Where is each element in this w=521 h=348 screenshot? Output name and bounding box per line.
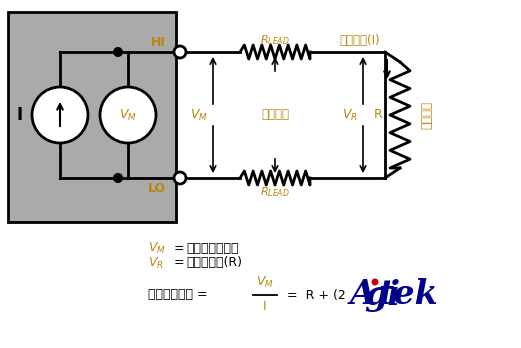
Text: I: I: [17, 106, 23, 124]
Text: 电阻器电压(R): 电阻器电压(R): [186, 256, 242, 269]
Text: HI: HI: [151, 35, 166, 48]
Circle shape: [113, 173, 123, 183]
Text: tek: tek: [378, 278, 438, 311]
Text: =: =: [170, 256, 193, 269]
Text: 测试电流(I): 测试电流(I): [339, 33, 380, 47]
Text: 待测电阻: 待测电阻: [420, 101, 433, 129]
Circle shape: [174, 172, 186, 184]
Circle shape: [100, 87, 156, 143]
Text: 仪表测量的电压: 仪表测量的电压: [186, 242, 239, 254]
Text: I: I: [263, 300, 267, 313]
Circle shape: [371, 278, 378, 285]
Text: LO: LO: [148, 182, 166, 195]
Text: $V_R$: $V_R$: [148, 255, 164, 270]
Text: R: R: [374, 109, 382, 121]
Circle shape: [174, 46, 186, 58]
Circle shape: [32, 87, 88, 143]
Text: $V_M$: $V_M$: [256, 275, 274, 290]
Text: =  R + (2: = R + (2: [283, 288, 346, 301]
Text: =: =: [170, 242, 193, 254]
Text: $V_R$: $V_R$: [342, 108, 358, 122]
Text: A: A: [350, 278, 376, 311]
Text: $R_{LEAD}$: $R_{LEAD}$: [260, 185, 290, 199]
Text: $V_M$: $V_M$: [119, 108, 137, 122]
Text: gi: gi: [364, 278, 400, 311]
Text: 引线电阻: 引线电阻: [261, 109, 289, 121]
Text: $V_M$: $V_M$: [190, 108, 208, 122]
Bar: [8, 12, 176, 222]
Text: $R_{LEAD}$: $R_{LEAD}$: [260, 33, 290, 47]
Text: $V_M$: $V_M$: [148, 240, 166, 255]
Circle shape: [113, 47, 123, 57]
Text: 测量的电阻值 =: 测量的电阻值 =: [148, 288, 212, 301]
